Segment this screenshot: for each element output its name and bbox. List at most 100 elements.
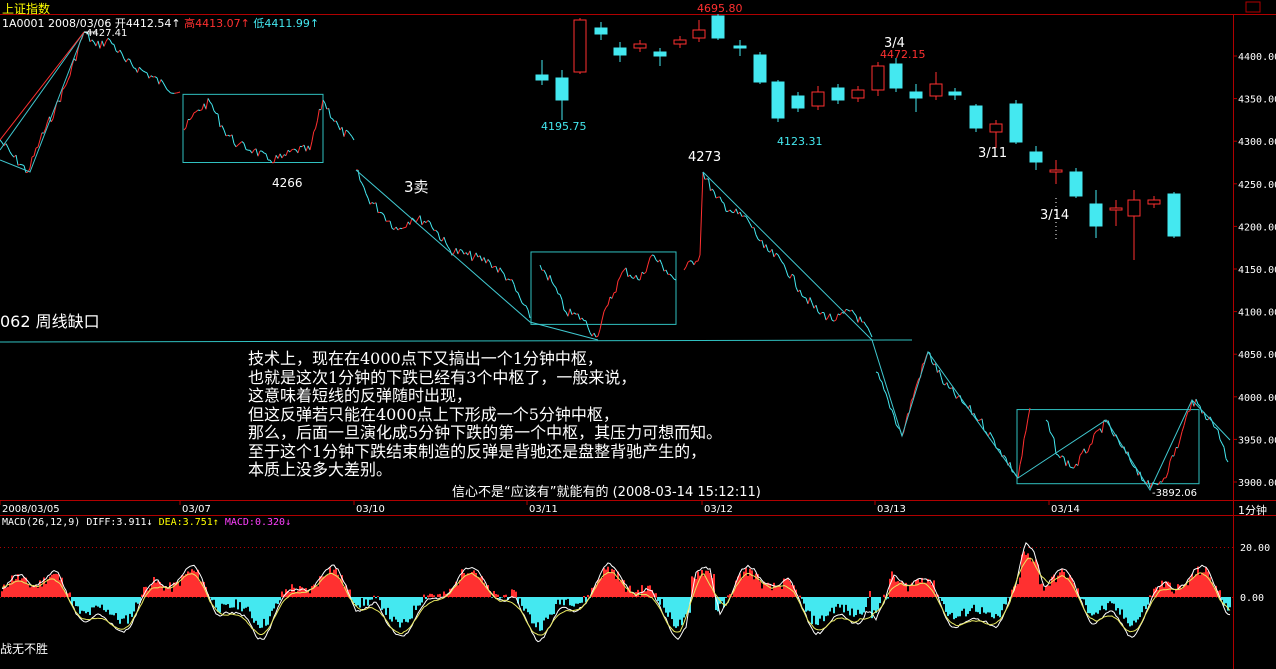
price-segment <box>499 267 503 272</box>
price-segment <box>513 284 517 292</box>
price-segment <box>555 287 559 294</box>
price-segment <box>441 236 445 242</box>
price-segment <box>113 44 117 51</box>
high-value: 高4413.07 <box>184 17 241 30</box>
price-segment <box>633 274 637 279</box>
price-segment <box>916 378 920 385</box>
macd-value: MACD:0.320 <box>224 517 286 528</box>
price-segment <box>177 91 181 94</box>
price-segment <box>189 116 193 120</box>
price-segment <box>45 121 48 129</box>
price-segment <box>191 112 195 118</box>
y-tick-label: 4250.00 <box>1238 180 1276 191</box>
zhongshu-box <box>1016 409 1200 485</box>
price-segment <box>589 332 593 337</box>
price-segment <box>910 397 914 401</box>
price-segment <box>839 312 843 316</box>
price-segment <box>863 321 867 326</box>
price-segment <box>795 286 799 293</box>
header-info: 1A0001 2008/03/06 开4412.54↑ 高4413.07↑ 低4… <box>2 15 319 31</box>
price-segment <box>437 232 441 240</box>
price-segment <box>1161 477 1165 483</box>
price-segment <box>543 269 547 275</box>
price-segment <box>105 37 109 42</box>
price-segment <box>659 259 663 265</box>
price-segment <box>1157 481 1161 486</box>
period-label[interactable]: 1分钟 <box>1238 504 1267 517</box>
price-segment <box>35 146 39 149</box>
price-segment <box>37 139 41 148</box>
price-segment <box>765 244 769 252</box>
commentary-line: 那么，后面一旦演化成5分钟下跌的第一个中枢，其压力可想而知。 <box>248 423 723 442</box>
price-segment <box>1045 419 1049 423</box>
x-tick-label: 03/14 <box>1051 504 1080 515</box>
y-tick-label: 4050.00 <box>1238 350 1276 361</box>
price-segment <box>1023 430 1027 440</box>
price-segment <box>1093 431 1097 435</box>
price-segment <box>1219 439 1223 444</box>
price-segment <box>17 163 21 166</box>
price-segment <box>779 258 783 263</box>
price-segment <box>235 144 239 148</box>
price-segment <box>469 250 473 261</box>
price-segment <box>62 87 65 91</box>
daily-high-label: 4695.80 <box>697 2 743 15</box>
price-segment <box>727 209 731 212</box>
price-segment <box>1065 460 1069 467</box>
candle-body <box>613 47 627 56</box>
price-segment <box>136 67 140 73</box>
price-segment <box>708 178 711 191</box>
bi-line <box>0 31 85 151</box>
price-segment <box>133 67 136 69</box>
price-segment <box>447 246 451 251</box>
candle-body <box>851 89 865 99</box>
price-segment <box>825 317 829 321</box>
price-segment <box>503 273 507 281</box>
price-segment <box>865 325 869 329</box>
price-segment <box>445 242 449 248</box>
candle-body <box>653 51 667 57</box>
price-segment <box>365 193 369 199</box>
price-segment <box>1195 398 1199 405</box>
zhongshu-box <box>530 251 677 325</box>
price-segment <box>961 401 965 405</box>
price-segment <box>699 212 702 256</box>
window-control-box[interactable] <box>1245 1 1261 13</box>
price-segment <box>569 308 573 315</box>
price-segment <box>495 266 499 273</box>
candle-body <box>811 91 825 107</box>
chart-frame <box>0 14 1276 669</box>
candle-body <box>692 29 706 39</box>
price-segment <box>577 313 581 320</box>
diff-value: DIFF:3.911 <box>86 517 147 528</box>
price-segment <box>337 125 341 131</box>
price-segment <box>785 269 789 277</box>
weekly-gap-label: 062 周线缺口 <box>0 312 100 331</box>
price-segment <box>131 63 135 69</box>
price-segment <box>111 43 115 45</box>
price-segment <box>15 154 19 166</box>
price-segment <box>605 304 609 308</box>
price-segment <box>491 266 495 269</box>
price-label: 4273 <box>688 150 721 165</box>
price-segment <box>549 275 553 283</box>
price-segment <box>591 332 595 337</box>
price-segment <box>423 220 427 224</box>
price-segment <box>497 267 501 273</box>
date-annotation: 3/11 <box>978 146 1007 161</box>
price-segment <box>405 221 409 228</box>
zhongshu-box <box>182 93 324 163</box>
price-segment <box>521 302 525 306</box>
candle-body <box>1167 193 1181 237</box>
price-segment <box>571 312 575 315</box>
price-segment <box>1177 439 1181 448</box>
dea-value: DEA:3.751 <box>158 517 213 528</box>
macd-y-tick-label: 0.00 <box>1240 593 1264 604</box>
price-segment <box>687 260 691 263</box>
price-segment <box>817 311 821 315</box>
price-segment <box>693 261 697 266</box>
price-labels: 4427.41 4266 4273 -3892.06 4695.80 4195.75 412… <box>84 2 1197 499</box>
candle-body <box>791 95 805 109</box>
price-segment <box>7 147 11 153</box>
